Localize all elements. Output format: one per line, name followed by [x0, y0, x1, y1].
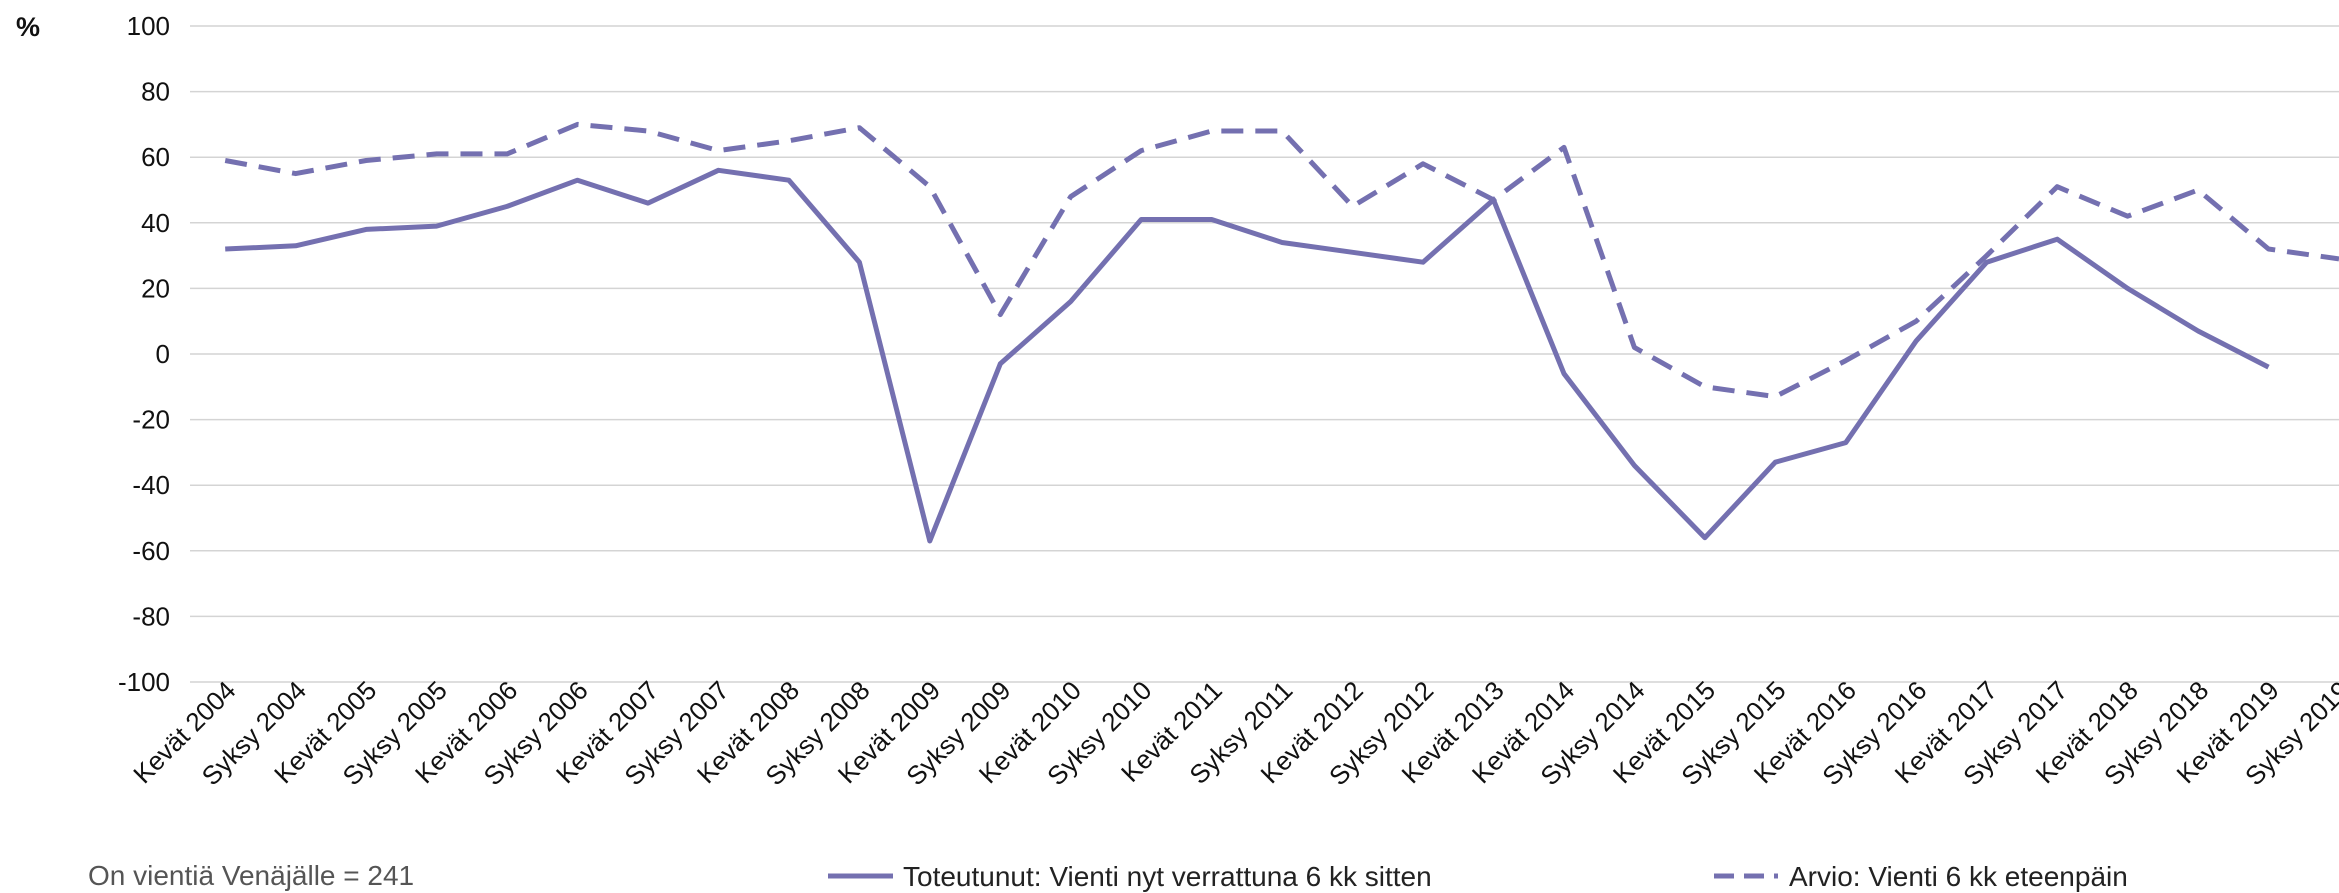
y-axis-tick-labels: 100 80 60 40 20 0 -20 -40 -60 -80 -100	[118, 11, 170, 697]
legend-label-arvio: Arvio: Vienti 6 kk eteenpäin	[1789, 861, 2128, 892]
y-tick-label: 40	[141, 208, 170, 238]
series-line-toteutunut	[225, 167, 2270, 544]
sample-size-note: On vientiä Venäjälle = 241	[88, 860, 414, 891]
y-tick-label: -100	[118, 667, 170, 697]
y-tick-label: -80	[132, 601, 170, 631]
y-tick-label: 60	[141, 142, 170, 172]
y-tick-label: -20	[132, 405, 170, 435]
legend-label-toteutunut: Toteutunut: Vienti nyt verrattuna 6 kk s…	[903, 861, 1432, 892]
series-line-arvio	[224, 121, 2339, 400]
y-tick-label: 100	[127, 11, 170, 41]
legend: Toteutunut: Vienti nyt verrattuna 6 kk s…	[828, 861, 2128, 892]
series-lines	[224, 121, 2339, 544]
y-tick-label: -40	[132, 470, 170, 500]
y-tick-label: 20	[141, 273, 170, 303]
y-unit-label: %	[16, 12, 40, 42]
y-tick-label: 80	[141, 77, 170, 107]
gridlines	[190, 25, 2339, 683]
y-tick-label: 0	[156, 339, 170, 369]
y-tick-label: -60	[132, 536, 170, 566]
